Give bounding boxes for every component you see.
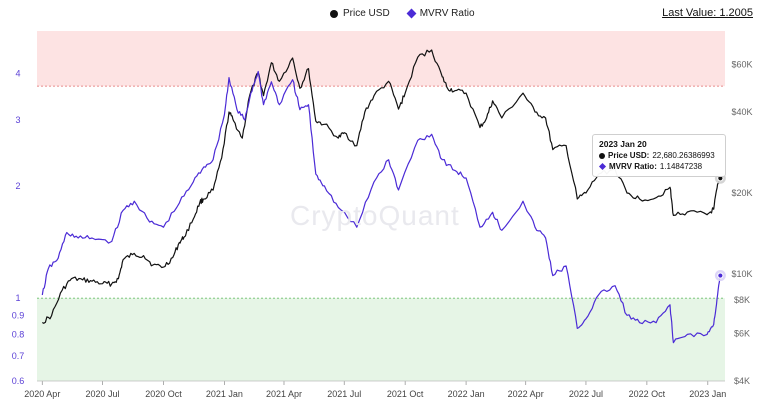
left-tick-label: 2 (15, 181, 20, 191)
tooltip-price-value: 22,680.26386993 (652, 151, 715, 160)
right-tick-label: $40K (731, 107, 752, 117)
left-tick-label: 0.8 (12, 329, 25, 339)
x-tick-label: 2021 Apr (266, 389, 302, 399)
x-tick-label: 2022 Jul (569, 389, 603, 399)
x-tick-label: 2023 Jan (689, 389, 726, 399)
x-tick-label: 2020 Jul (86, 389, 120, 399)
mvrv-diamond-icon (406, 8, 417, 19)
hover-tooltip: 2023 Jan 20 Price USD: 22,680.26386993 M… (592, 134, 726, 177)
legend-mvrv-label: MVRV Ratio (419, 8, 475, 19)
mvrv-series-line (41, 70, 721, 344)
right-tick-label: $4K (734, 376, 750, 386)
last-value[interactable]: Last Value: 1.2005 (662, 7, 753, 19)
x-tick-label: 2022 Jan (448, 389, 485, 399)
price-dot-icon (330, 9, 338, 18)
tooltip-date: 2023 Jan 20 (599, 139, 647, 149)
tooltip-price-label: Price USD: (608, 151, 650, 160)
left-tick-label: 3 (15, 115, 20, 125)
x-tick-label: 2022 Apr (508, 389, 544, 399)
mvrv-diamond-icon (598, 162, 607, 171)
right-tick-label: $10K (731, 269, 752, 279)
left-tick-label: 0.9 (12, 310, 25, 320)
price-dot-icon (599, 152, 605, 159)
tooltip-mvrv-label: MVRV Ratio: (609, 162, 657, 171)
tooltip-mvrv-value: 1.14847238 (659, 162, 703, 171)
band-1 (37, 298, 725, 381)
legend: Price USD MVRV Ratio (330, 8, 475, 19)
band-0 (37, 31, 725, 87)
legend-price-label: Price USD (343, 8, 390, 19)
legend-item-mvrv[interactable]: MVRV Ratio (406, 8, 475, 19)
mvrv-last-point (717, 272, 724, 279)
left-tick-label: 4 (15, 69, 20, 79)
x-tick-label: 2021 Jan (206, 389, 243, 399)
legend-item-price[interactable]: Price USD (330, 8, 390, 19)
right-tick-label: $20K (731, 188, 752, 198)
right-tick-label: $6K (734, 329, 750, 339)
x-tick-label: 2021 Jul (327, 389, 361, 399)
price-series-line (42, 49, 721, 324)
left-tick-label: 0.7 (12, 351, 25, 361)
tooltip-row-price: Price USD: 22,680.26386993 (599, 150, 719, 161)
left-tick-label: 1 (15, 293, 20, 303)
x-tick-label: 2020 Apr (24, 389, 60, 399)
x-tick-label: 2022 Oct (629, 389, 666, 399)
x-tick-label: 2020 Oct (145, 389, 182, 399)
x-tick-label: 2021 Oct (387, 389, 424, 399)
tooltip-row-mvrv: MVRV Ratio: 1.14847238 (598, 161, 719, 172)
left-tick-label: 0.6 (12, 376, 25, 386)
right-tick-label: $8K (734, 295, 750, 305)
right-tick-label: $60K (731, 60, 752, 70)
watermark: CryptoQuant (290, 200, 460, 231)
